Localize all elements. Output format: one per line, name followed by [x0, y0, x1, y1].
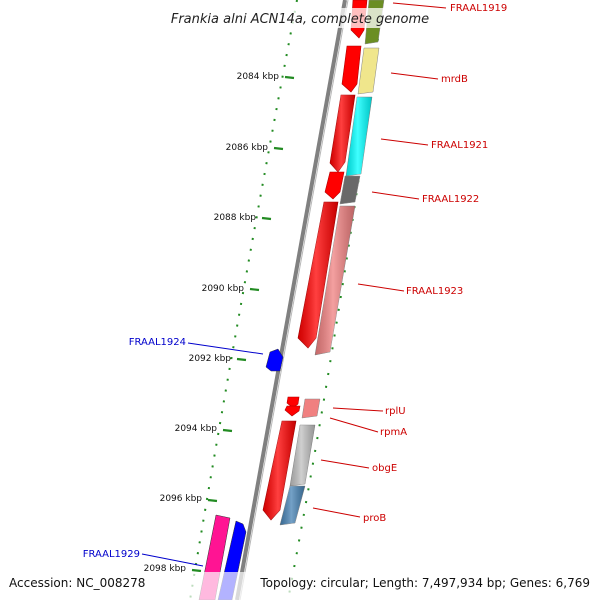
- kbp-tick-mark: [236, 357, 247, 362]
- gene-label[interactable]: FRAAL1929: [83, 549, 140, 560]
- gene-label[interactable]: rpmA: [380, 427, 407, 438]
- gene-label[interactable]: FRAAL1924: [129, 337, 186, 348]
- gene-label[interactable]: FRAAL1922: [422, 194, 479, 205]
- kbp-tick-labels: 2084 kbp 2086 kbp 2088 kbp 2090 kbp 2092…: [144, 72, 280, 574]
- topology-text: Topology: circular; Length: 7,497,934 bp…: [259, 576, 590, 590]
- kbp-tick-mark: [191, 568, 202, 573]
- kbp-label: 2092 kbp: [189, 354, 232, 364]
- map-title: Frankia alni ACN14a, complete genome: [171, 12, 429, 27]
- kbp-tick-marks: [191, 75, 295, 573]
- gene-bar-FRAAL1922[interactable]: [339, 175, 361, 205]
- kbp-label: 2098 kbp: [144, 564, 187, 574]
- gene-label[interactable]: mrdB: [441, 74, 468, 85]
- kbp-label: 2086 kbp: [226, 143, 269, 153]
- kbp-tick-mark: [222, 428, 233, 433]
- kbp-tick-mark: [249, 287, 260, 292]
- kbp-label: 2096 kbp: [160, 494, 203, 504]
- gene-label[interactable]: FRAAL1919: [450, 3, 507, 14]
- kbp-label: 2090 kbp: [202, 284, 245, 294]
- cds-arrow[interactable]: [341, 45, 362, 93]
- gene-labels: FRAAL1919 mrdB FRAAL1921 FRAAL1922 FRAAL…: [83, 3, 508, 560]
- kbp-tick-mark: [273, 146, 284, 151]
- kbp-label: 2094 kbp: [175, 424, 218, 434]
- gene-label[interactable]: FRAAL1923: [406, 286, 463, 297]
- gene-arrow-FRAAL1924[interactable]: [265, 348, 284, 372]
- gene-label[interactable]: FRAAL1921: [431, 140, 488, 151]
- kbp-label: 2088 kbp: [214, 213, 257, 223]
- cds-arrow[interactable]: [324, 171, 345, 200]
- gene-bar-mrdB[interactable]: [357, 47, 380, 95]
- label-leaders: [141, 2, 447, 567]
- genome-backbone: [235, 0, 347, 600]
- gene-label[interactable]: rplU: [385, 406, 406, 417]
- gene-bar-rplU[interactable]: [301, 398, 321, 419]
- kbp-label: 2084 kbp: [237, 72, 280, 82]
- gene-label[interactable]: obgE: [372, 463, 397, 474]
- kbp-tick-mark: [207, 498, 218, 503]
- kbp-tick-mark: [261, 216, 272, 221]
- accession-text: Accession: NC_008278: [9, 576, 145, 590]
- gene-label[interactable]: proB: [363, 513, 386, 524]
- scale-ring: [189, 0, 298, 600]
- cds-arrow[interactable]: [284, 405, 301, 417]
- kbp-tick-mark: [284, 75, 295, 80]
